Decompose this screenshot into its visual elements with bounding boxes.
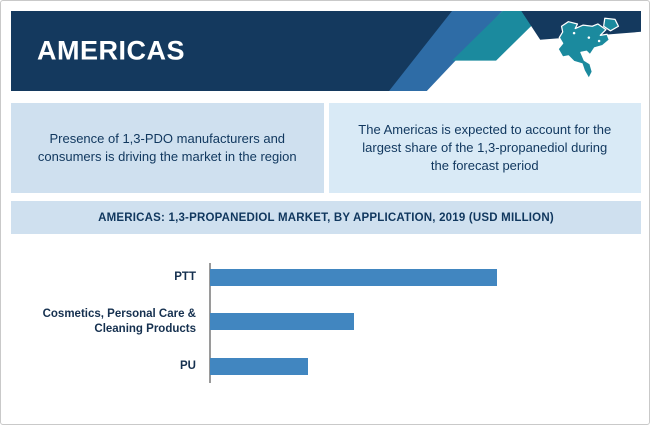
category-label: Cosmetics, Personal Care & Cleaning Prod… [42, 308, 196, 335]
header-band: AMERICAS [11, 11, 641, 91]
bar [210, 313, 354, 331]
bar [210, 357, 308, 375]
header-decoration-navy-band [11, 11, 452, 91]
bar-chart: PTT Cosmetics, Personal Care & Cleaning P… [11, 241, 641, 391]
category-label: PTT [174, 271, 196, 284]
north-america-map-icon [557, 17, 620, 80]
bar-track [210, 269, 641, 286]
bar-track [210, 313, 641, 331]
callout-forecast: The Americas is expected to account for … [328, 103, 641, 193]
bar-row: Cosmetics, Personal Care & Cleaning Prod… [11, 307, 641, 337]
bar-track [210, 357, 641, 375]
chart-title: AMERICAS: 1,3-PROPANEDIOL MARKET, BY APP… [11, 201, 641, 234]
category-label: PU [180, 359, 196, 372]
bar-row: PU [11, 357, 641, 375]
bar-rows: PTT Cosmetics, Personal Care & Cleaning P… [11, 241, 641, 391]
bar-row: PTT [11, 269, 641, 286]
callout-row: Presence of 1,3-PDO manufacturers and co… [11, 103, 641, 193]
region-title: AMERICAS [37, 35, 186, 66]
bar [210, 269, 498, 286]
callout-drivers: Presence of 1,3-PDO manufacturers and co… [11, 103, 324, 193]
